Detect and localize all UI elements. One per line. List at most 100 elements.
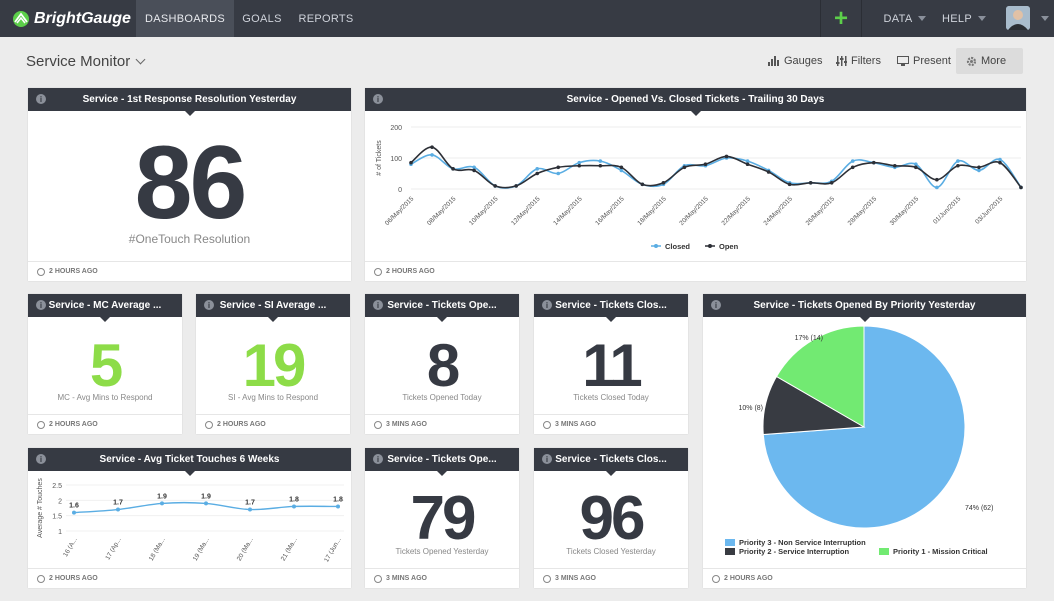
slice-label: 10% (8) (738, 405, 763, 412)
dashboard-title-text: Service Monitor (26, 53, 131, 70)
info-icon[interactable]: i (373, 94, 383, 104)
data-point-closed (998, 157, 1002, 162)
info-icon[interactable]: i (373, 454, 383, 464)
legend-label: Priority 1 - Mission Critical (893, 547, 988, 556)
metric-value: 11 (582, 332, 642, 399)
info-icon[interactable]: i (36, 454, 46, 464)
data-label: 1.9 (201, 493, 211, 500)
metric-value: 86 (134, 125, 248, 241)
y-axis-label: Average # Touches (37, 478, 44, 538)
data-point-closed (935, 185, 939, 190)
card-header: i Service - 1st Response Resolution Yeste… (28, 88, 351, 116)
card-header: i Service - Avg Ticket Touches 6 Weeks (28, 448, 351, 476)
x-tick-label: 14/May/2015 (552, 195, 584, 227)
info-icon[interactable]: i (204, 300, 214, 310)
data-point-closed (850, 159, 855, 163)
card-title: Service - Tickets Clos... (555, 454, 667, 465)
legend-label: Open (719, 242, 739, 251)
opened-vs-closed-card: i Service - Opened Vs. Closed Tickets - T… (365, 88, 1026, 281)
more-button[interactable]: More (956, 48, 1023, 74)
card-title: Service - 1st Response Resolution Yester… (82, 94, 297, 105)
metric-label: MC - Avg Mins to Respond (57, 393, 153, 402)
present-button[interactable]: Present (897, 48, 951, 74)
series-line-open (410, 146, 1022, 189)
nav-data[interactable]: DATA (880, 0, 930, 37)
clock-icon (37, 420, 45, 429)
data-point-open (703, 162, 708, 166)
metric-value: 19 (242, 332, 307, 399)
x-tick-label: 19 (Ma... (192, 536, 211, 562)
card-header: i Service - Tickets Opened By Priority Ye… (703, 294, 1026, 322)
data-point-closed (956, 159, 960, 163)
info-icon[interactable]: i (542, 300, 552, 310)
y-tick-label: 2.5 (52, 483, 62, 490)
monitor-icon (897, 56, 909, 66)
data-label: 1.9 (157, 493, 167, 500)
data-point-open (998, 160, 1002, 165)
data-point-open (556, 165, 561, 170)
gauges-label: Gauges (784, 55, 823, 67)
header-notch (859, 317, 870, 322)
card-title: Service - SI Average ... (219, 300, 327, 311)
data-point-closed (535, 167, 540, 171)
nav-dashboards[interactable]: DASHBOARDS (136, 0, 234, 37)
filters-button[interactable]: Filters (836, 48, 881, 74)
bar-chart-icon (768, 56, 779, 66)
header-notch (100, 317, 110, 322)
header-notch (606, 317, 616, 322)
data-point-closed (619, 168, 624, 173)
card-title: Service - Opened Vs. Closed Tickets - Tr… (566, 94, 825, 105)
data-point-closed (577, 160, 582, 165)
info-icon[interactable]: i (711, 300, 721, 310)
data-point-open (871, 160, 876, 165)
data-label: 1.7 (245, 500, 255, 507)
tickets-opened-yesterday-card: i Service - Tickets Ope... 79 Tickets Ope… (365, 448, 519, 588)
info-icon[interactable]: i (542, 454, 552, 464)
nav-data-label: DATA (883, 12, 913, 25)
card-footer: 3 MINS AGO (365, 568, 519, 588)
chevron-down-icon[interactable] (1041, 16, 1049, 21)
x-tick-label: 10/May/2015 (468, 195, 500, 227)
x-tick-label: 20 (Ma... (236, 536, 255, 562)
logo-icon (13, 10, 29, 27)
card-footer: 2 HOURS AGO (365, 261, 1026, 281)
header-notch (606, 471, 616, 476)
x-tick-label: 24/May/2015 (763, 195, 795, 227)
mc-average-card: i Service - MC Average ... 5 MC - Avg Min… (28, 294, 182, 434)
card-title: Service - Tickets Opened By Priority Yes… (753, 300, 976, 311)
nav-goals[interactable]: GOALS (242, 12, 282, 25)
card-footer: 2 HOURS AGO (196, 414, 350, 434)
tickets-opened-today-card: i Service - Tickets Ope... 8 Tickets Open… (365, 294, 519, 434)
x-tick-label: 12/May/2015 (510, 195, 542, 227)
card-footer: 3 MINS AGO (365, 414, 519, 434)
card-footer: 3 MINS AGO (534, 568, 688, 588)
data-point-closed (914, 162, 918, 166)
filter-sliders-icon (836, 56, 847, 66)
pie-slice (775, 325, 865, 428)
info-icon[interactable]: i (373, 300, 383, 310)
header-notch (184, 111, 195, 116)
legend-marker (654, 244, 658, 248)
data-point (336, 504, 340, 509)
dashboard-title[interactable]: Service Monitor (26, 53, 146, 70)
chevron-down-icon (135, 54, 146, 65)
brightgauge-logo[interactable]: BrightGauge (12, 0, 131, 37)
info-icon[interactable]: i (36, 94, 46, 104)
x-tick-label: 18 (Ma... (148, 536, 167, 562)
data-point-open (577, 163, 582, 168)
data-label: 1.8 (333, 496, 343, 503)
y-tick-label: 100 (390, 156, 402, 163)
info-icon[interactable]: i (36, 300, 46, 310)
y-tick-label: 1.5 (52, 514, 62, 521)
user-avatar[interactable] (1006, 6, 1030, 30)
nav-help[interactable]: HELP (938, 0, 990, 37)
nav-reports[interactable]: REPORTS (298, 12, 354, 25)
data-point-open (850, 165, 855, 170)
metric-value: 79 (410, 484, 477, 553)
updated-time: 2 HOURS AGO (217, 421, 266, 428)
header-notch (268, 317, 278, 322)
data-point-open (914, 165, 918, 170)
present-label: Present (913, 55, 951, 67)
add-button[interactable]: + (820, 0, 862, 37)
gauges-button[interactable]: Gauges (768, 48, 823, 74)
